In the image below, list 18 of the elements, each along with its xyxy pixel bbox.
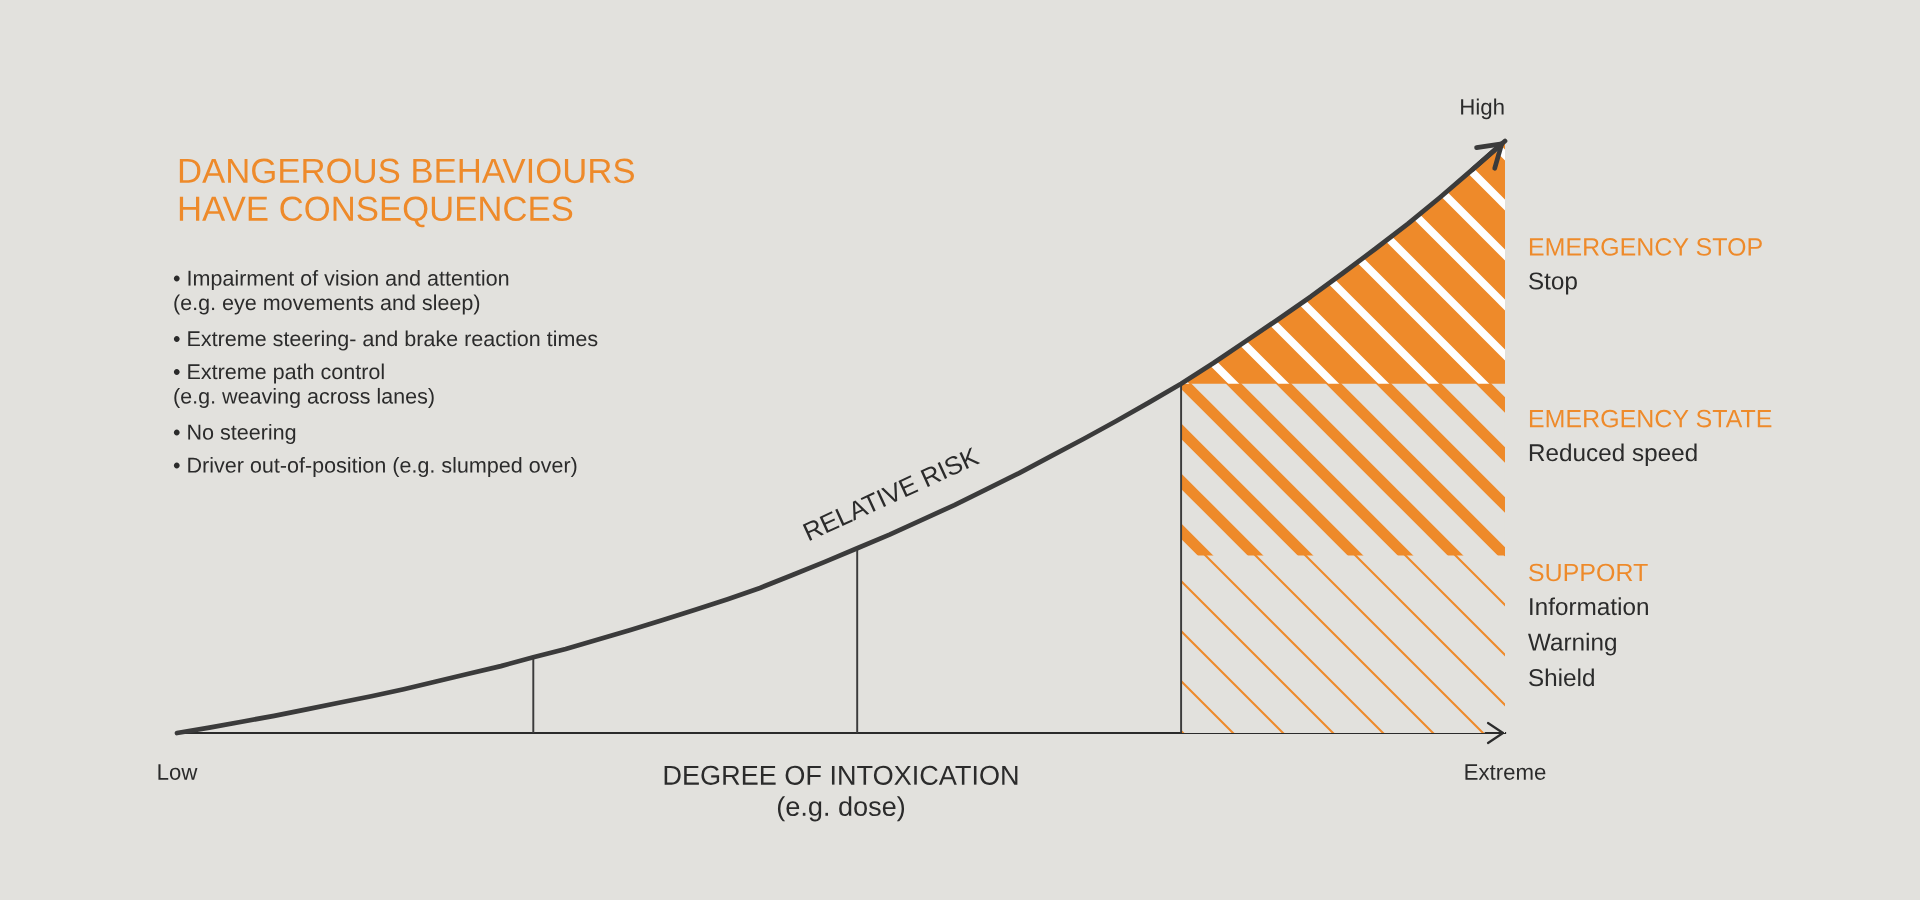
series-label: EMERGENCY STATE	[1529, 409, 1772, 428]
annotation: Reduced speed	[1529, 443, 1697, 467]
annotation: • Driver out-of-position (e.g. slumped over)	[173, 457, 577, 478]
x-axis-title: DEGREE OF INTOXICATION (e.g. dose)	[664, 765, 1018, 822]
annotation: • Extreme path control (e.g. weaving across lanes)	[173, 363, 434, 408]
annotation: Information	[1530, 597, 1648, 616]
annotation: • No steering	[173, 424, 296, 445]
annotation: • Impairment of vision and attention (e.g. eye movements and sleep)	[173, 270, 509, 315]
text: DANGEROUS BEHAVIOURS HAVE CONSEQUENCES	[179, 158, 634, 228]
series-label: SUPPORT	[1529, 563, 1648, 582]
annotation: Stop	[1529, 272, 1577, 295]
annotation: • Extreme steering- and brake reaction times	[173, 330, 598, 351]
annotation: Shield	[1529, 668, 1594, 687]
annotation: Warning	[1528, 632, 1616, 656]
annotation: High	[1461, 98, 1504, 120]
x-tick-label: Extreme	[1465, 764, 1546, 780]
series-label: EMERGENCY STOP	[1529, 238, 1762, 256]
x-tick-label: Low	[158, 764, 198, 780]
